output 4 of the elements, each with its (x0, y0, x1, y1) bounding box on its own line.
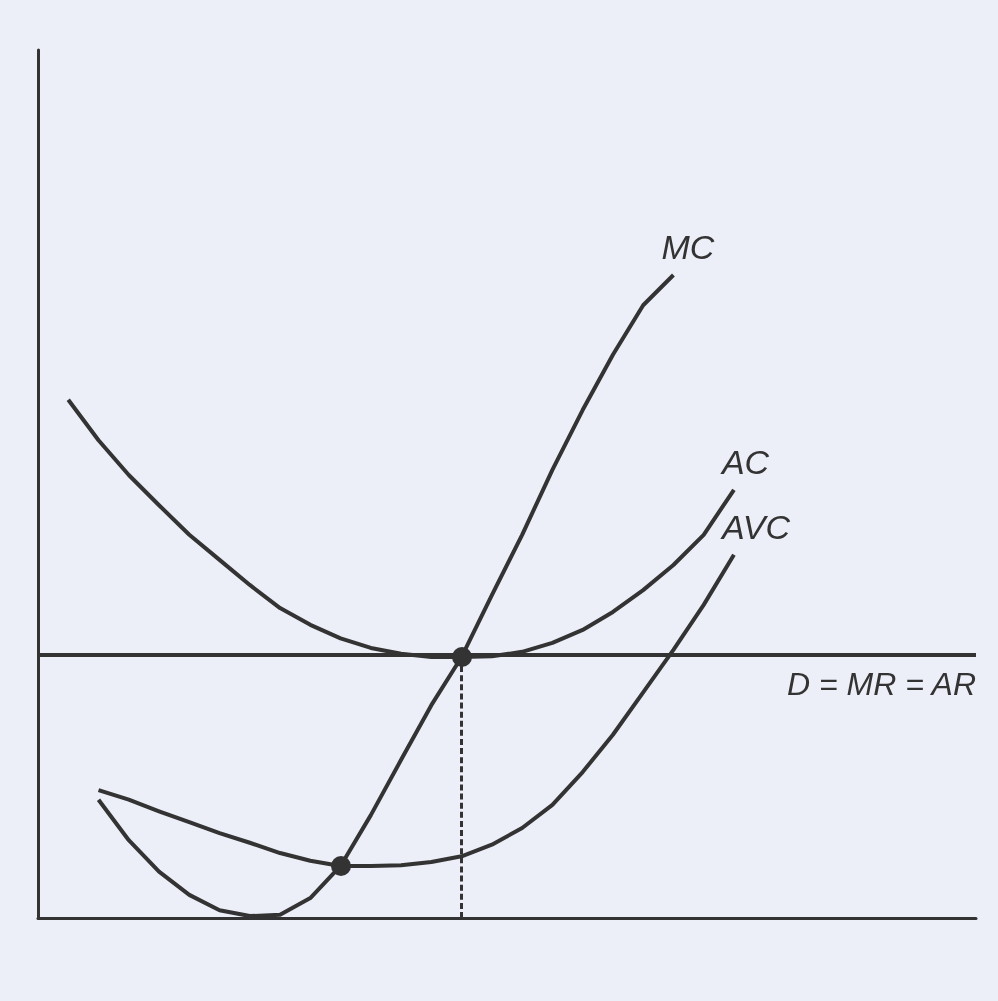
series-label: MC (661, 228, 715, 267)
ref-line-label: D = MR = AR (786, 666, 976, 703)
series-label: AVC (719, 507, 791, 546)
series-label: AC (719, 442, 770, 481)
